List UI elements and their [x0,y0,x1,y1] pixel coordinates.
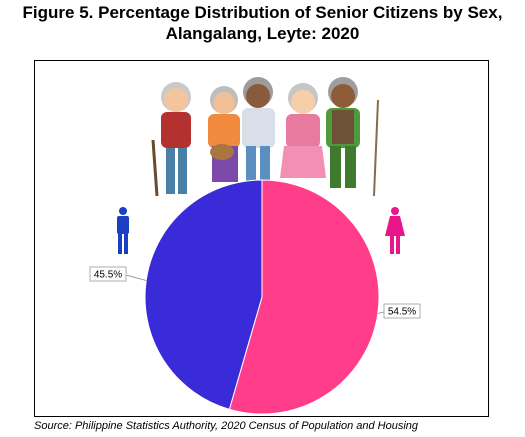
data-label-box-male [89,266,127,282]
pie-slice-female [228,179,380,415]
data-label-female: 54.5% [388,307,416,318]
chart-title-line-2: Alangalang, Leyte: 2020 [165,24,360,43]
leader-line-male [125,274,147,281]
seniors-illustration [151,77,379,197]
data-label-male: 45.5% [94,270,122,281]
male-icon [117,207,129,254]
pie-slice-male [144,179,263,410]
pie-data-labels: 54.5% 45.5% [89,266,421,319]
chart-title-line-1: Figure 5. Percentage Distribution of Sen… [22,3,503,22]
leader-line-female [377,311,385,314]
female-icon [385,207,405,254]
source-note: Source: Philippine Statistics Authority,… [34,420,419,432]
data-label-box-female [383,303,421,319]
pie-slices [144,179,380,415]
chart-title: Figure 5. Percentage Distribution of Sen… [0,2,525,44]
